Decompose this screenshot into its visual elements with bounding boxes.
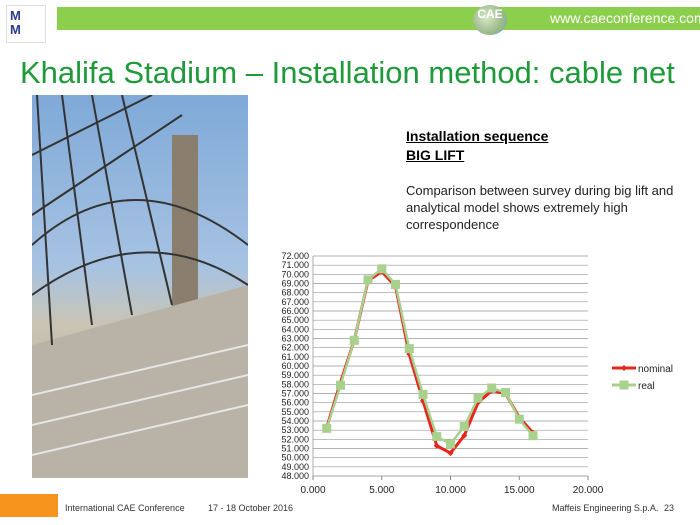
data-point-real (487, 383, 497, 393)
y-tick-label: 56.000 (281, 398, 309, 408)
data-point-real (377, 264, 387, 274)
y-tick-label: 71.000 (281, 260, 309, 270)
legend-marker-real (619, 380, 629, 390)
data-point-real (459, 422, 469, 431)
data-point-real (501, 388, 510, 398)
heading-big-lift: BIG LIFT (406, 147, 465, 163)
data-point-real (404, 344, 414, 354)
data-point-nominal (433, 442, 440, 449)
data-point-real (418, 389, 428, 399)
cae-logo-text: CAE (477, 7, 503, 21)
y-tick-label: 50.000 (281, 453, 309, 463)
series-line-real (325, 267, 534, 446)
data-point-real (349, 335, 359, 345)
y-tick-label: 52.000 (281, 434, 309, 444)
x-tick-label: 5.000 (369, 485, 394, 495)
header-bar (57, 7, 700, 30)
footer-accent (0, 494, 58, 517)
header-url: www.caeconference.com (550, 10, 700, 26)
data-point-nominal (461, 432, 468, 439)
cae-logo: CAE (473, 5, 507, 35)
y-tick-label: 59.000 (281, 370, 309, 380)
y-tick-label: 49.000 (281, 462, 309, 472)
data-point-real (336, 380, 345, 390)
y-tick-label: 66.000 (281, 306, 309, 316)
data-point-real (322, 423, 332, 433)
data-point-real (473, 393, 483, 403)
footer-conference: International CAE Conference (65, 503, 185, 513)
y-tick-label: 62.000 (281, 343, 309, 353)
y-tick-label: 57.000 (281, 389, 309, 399)
y-tick-label: 58.000 (281, 379, 309, 389)
legend-label-nominal: nominal (638, 364, 673, 375)
data-point-real (446, 439, 455, 449)
x-tick-label: 20.000 (573, 485, 604, 495)
y-tick-label: 69.000 (281, 279, 309, 289)
description-text: Comparison between survey during big lif… (406, 183, 674, 232)
footer-dates: 17 - 18 October 2016 (208, 503, 294, 513)
y-tick-label: 53.000 (281, 425, 309, 435)
y-tick-label: 63.000 (281, 334, 309, 344)
y-tick-label: 65.000 (281, 315, 309, 325)
line-chart: 48.00049.00050.00051.00052.00053.00054.0… (281, 251, 673, 495)
y-tick-label: 72.000 (281, 251, 309, 261)
y-tick-label: 70.000 (281, 269, 309, 279)
legend-label-real: real (638, 381, 655, 392)
x-tick-label: 10.000 (435, 485, 466, 495)
footer-company: Maffeis Engineering S.p.A. (552, 503, 659, 513)
x-tick-label: 0.000 (300, 485, 325, 495)
heading-installation-sequence: Installation sequence (406, 128, 549, 144)
stadium-photo (32, 95, 248, 478)
data-point-real (528, 431, 538, 441)
data-point-real (391, 279, 400, 289)
y-tick-label: 61.000 (281, 352, 309, 362)
data-point-real (363, 275, 373, 285)
data-point-real (514, 414, 524, 424)
series-line-nominal (325, 269, 535, 455)
y-tick-label: 48.000 (281, 471, 309, 481)
y-tick-label: 55.000 (281, 407, 309, 417)
footer-page: 23 (664, 503, 675, 513)
y-tick-label: 64.000 (281, 324, 309, 334)
legend-marker-nominal (621, 365, 627, 371)
y-tick-label: 68.000 (281, 288, 309, 298)
y-tick-label: 54.000 (281, 416, 309, 426)
data-point-real (432, 432, 442, 442)
data-point-nominal (447, 450, 454, 457)
slide-title: Khalifa Stadium – Installation method: c… (20, 55, 675, 90)
y-tick-label: 51.000 (281, 444, 309, 454)
x-tick-label: 15.000 (504, 485, 535, 495)
y-tick-label: 67.000 (281, 297, 309, 307)
y-tick-label: 60.000 (281, 361, 309, 371)
